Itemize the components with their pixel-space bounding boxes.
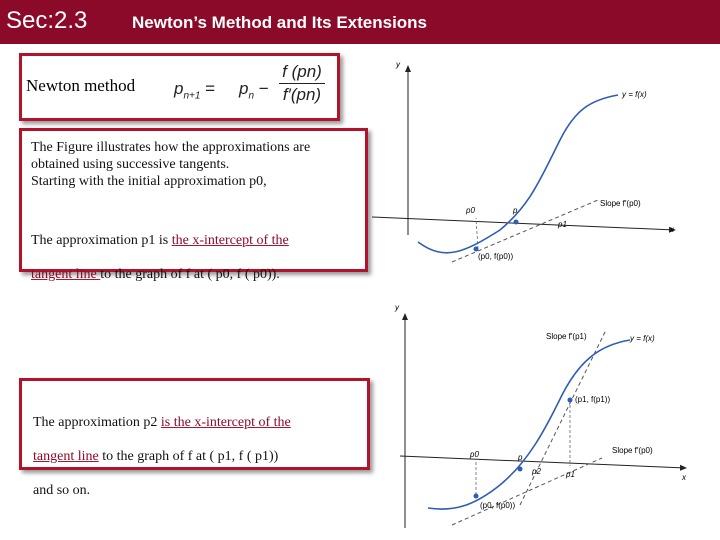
bottom-p1-label: p1 [565, 470, 575, 479]
top-p1-label: p1 [557, 220, 567, 229]
newton-method-label: Newton method [26, 76, 136, 95]
p2-text-end: to the graph of f at ( p1, f ( p1)) [98, 449, 279, 464]
p1-text-end: to the graph of f at ( p0, f ( p0)). [100, 267, 280, 282]
top-x-axis [371, 216, 676, 233]
formula-rhs-sub: n [248, 90, 255, 102]
p1-text: The approximation p1 is [31, 233, 172, 248]
bottom-point-p1-label: (p1, f(p1)) [575, 395, 610, 404]
bottom-point-p0 [473, 493, 479, 499]
bottom-y-label: y [394, 303, 400, 312]
figure-bottom: y x y = f(x) Slope f′(p1) Slope f′(p0) (… [394, 303, 687, 528]
title-bar: Sec:2.3 Newton’s Method and Its Extensio… [0, 0, 720, 44]
and-so-on: and so on. [33, 483, 91, 498]
newton-formula-box: Newton method pn+1 = pn − f (pn) f′(pn) [19, 53, 340, 121]
fraction-bar [279, 83, 325, 84]
formula-rhs: p [239, 79, 249, 98]
x-intercept-link-2: is the x-intercept of the [160, 415, 291, 430]
explanation-box-2: The approximation p2 is the x-intercept … [19, 378, 370, 498]
formula-minus: − [258, 79, 269, 98]
top-tangent-line [451, 199, 599, 263]
figure-top: y x y = f(x) Slope f′(p0) p0 p p1 (p0, f… [371, 60, 676, 263]
bottom-x-axis [399, 455, 687, 471]
top-p-label: p [512, 206, 518, 215]
top-y-label: y [395, 60, 401, 69]
bottom-point-p [517, 466, 523, 472]
top-x-label: x [669, 225, 675, 234]
top-curve-label: y = f(x) [621, 90, 647, 99]
bottom-p0-label: p0 [469, 450, 479, 459]
top-point-label: (p0, f(p0)) [478, 252, 513, 261]
formula-denominator: f′(pn) [282, 85, 322, 104]
bottom-tangent-p1 [519, 329, 607, 506]
bottom-curve-label: y = f(x) [629, 334, 655, 343]
top-curve [417, 94, 619, 254]
top-p0-label: p0 [465, 206, 475, 215]
slide-title: Newton’s Method and Its Extensions [132, 13, 428, 32]
bottom-tangent-p0 [451, 457, 603, 526]
p2-text: The approximation p2 [33, 415, 161, 430]
bottom-point-p0-label: (p0, f(p0)) [480, 501, 515, 510]
x-intercept-link: the x-intercept of the [171, 233, 289, 248]
p1-description: The approximation p1 is the x-intercept … [31, 215, 361, 283]
formula-lhs: p [174, 79, 184, 98]
formula-lhs-sub: n+1 [183, 90, 201, 102]
bottom-curve [427, 339, 631, 510]
bottom-slope-bottom-label: Slope f′(p0) [612, 446, 653, 455]
bottom-p-label: p [517, 453, 523, 462]
tangent-line-link-2: tangent line [33, 449, 99, 464]
top-p0-dashed [475, 217, 479, 250]
p2-description: The approximation p2 is the x-intercept … [33, 397, 363, 499]
bottom-x-label: x [681, 473, 687, 482]
explanation-box-1: The Figure illustrates how the approxima… [19, 128, 368, 282]
formula-numerator: f (pn) [282, 62, 322, 81]
top-point-p [513, 219, 519, 225]
section-number: Sec:2.3 [6, 7, 88, 34]
bottom-slope-top-label: Slope f′(p1) [546, 332, 587, 341]
bottom-p2-label: p2 [531, 467, 541, 476]
tangent-line-link: tangent line [31, 267, 101, 282]
top-point-p0 [473, 246, 479, 252]
intro-text: The Figure illustrates how the approxima… [31, 140, 311, 189]
top-slope-label: Slope f′(p0) [600, 199, 641, 208]
bottom-point-p1 [567, 397, 573, 403]
formula-fraction: f (pn) f′(pn) [279, 62, 325, 105]
formula-equals: = [205, 79, 216, 98]
